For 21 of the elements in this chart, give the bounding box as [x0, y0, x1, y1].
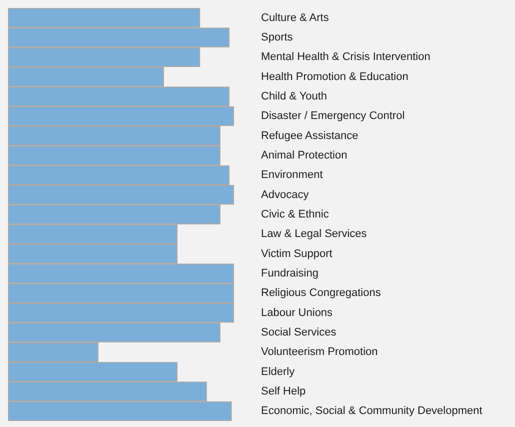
- y-tick-label: Elderly: [261, 366, 296, 378]
- y-tick-label: Animal Protection: [261, 150, 348, 162]
- y-tick-label: Religious Congregations: [261, 287, 382, 300]
- y-tick-label: Self Help: [261, 386, 306, 398]
- y-tick-label: Social Services: [261, 326, 337, 338]
- y-tick-label: Culture & Arts: [261, 12, 330, 24]
- y-tick-label: Advocacy: [261, 188, 310, 201]
- y-tick-label: Health Promotion & Education: [261, 70, 408, 83]
- y-tick-label: Economic, Social & Community Development: [261, 405, 482, 418]
- y-tick-label: Child & Youth: [261, 90, 328, 102]
- y-tick-label: Victim Support: [261, 248, 332, 260]
- y-tick-label: Environment: [261, 169, 323, 182]
- y-tick-label: Fundraising: [261, 268, 318, 280]
- y-tick-label: Mental Health & Crisis Intervention: [261, 51, 430, 64]
- y-tick-label: Labour Unions: [261, 306, 334, 319]
- y-tick-label: Disaster / Emergency Control: [261, 110, 405, 122]
- y-tick-label: Civic & Ethnic: [261, 208, 330, 220]
- y-tick-label: Sports: [261, 32, 294, 44]
- y-tick-label: Refugee Assistance: [261, 130, 358, 142]
- y-tick-label: Volunteerism Promotion: [261, 346, 378, 358]
- y-tick-label: Law & Legal Services: [261, 228, 368, 240]
